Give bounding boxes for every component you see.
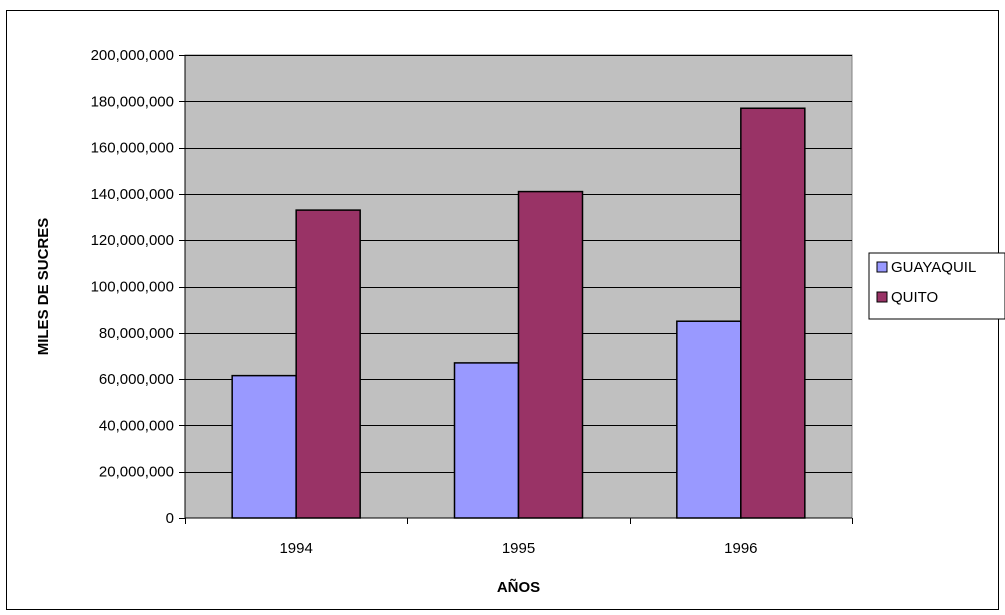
y-tick-label: 120,000,000 xyxy=(91,232,174,249)
y-tick-label: 140,000,000 xyxy=(91,186,174,203)
x-axis-title: AÑOS xyxy=(497,578,540,596)
y-tick-label: 160,000,000 xyxy=(91,140,174,157)
x-tick-labels: 1994 1995 1996 xyxy=(279,540,757,557)
legend-label-guayaquil: GUAYAQUIL xyxy=(891,259,976,276)
y-tick-label: 0 xyxy=(166,510,174,527)
legend-label-quito: QUITO xyxy=(891,289,938,306)
y-tick-label: 180,000,000 xyxy=(91,93,174,110)
bar-guayaquil-1995 xyxy=(453,362,520,519)
axes xyxy=(179,55,853,524)
legend-swatch-guayaquil xyxy=(876,261,888,273)
legend-box xyxy=(868,252,1005,320)
bar-quito-1994 xyxy=(295,209,361,519)
y-tick-label: 100,000,000 xyxy=(91,279,174,296)
y-tick-label: 80,000,000 xyxy=(99,325,174,342)
x-tick-label: 1995 xyxy=(502,540,535,557)
bar-guayaquil-1996 xyxy=(676,320,742,519)
bar-quito-1995 xyxy=(517,190,584,519)
y-tick-label: 60,000,000 xyxy=(99,371,174,388)
y-tick-labels: 0 20,000,000 40,000,000 60,000,000 80,000,00… xyxy=(91,47,174,527)
bar-quito-1996 xyxy=(740,107,806,519)
y-tick-label: 20,000,000 xyxy=(99,464,174,481)
bar-guayaquil-1994 xyxy=(231,374,297,519)
x-tick-label: 1994 xyxy=(279,540,312,557)
y-axis-title: MILES DE SUCRES xyxy=(35,218,52,356)
legend: GUAYAQUIL QUITO xyxy=(868,252,1005,320)
y-tick-label: 40,000,000 xyxy=(99,417,174,434)
legend-swatch-quito xyxy=(876,291,888,303)
y-tick-label: 200,000,000 xyxy=(91,47,174,64)
x-tick-label: 1996 xyxy=(724,540,757,557)
